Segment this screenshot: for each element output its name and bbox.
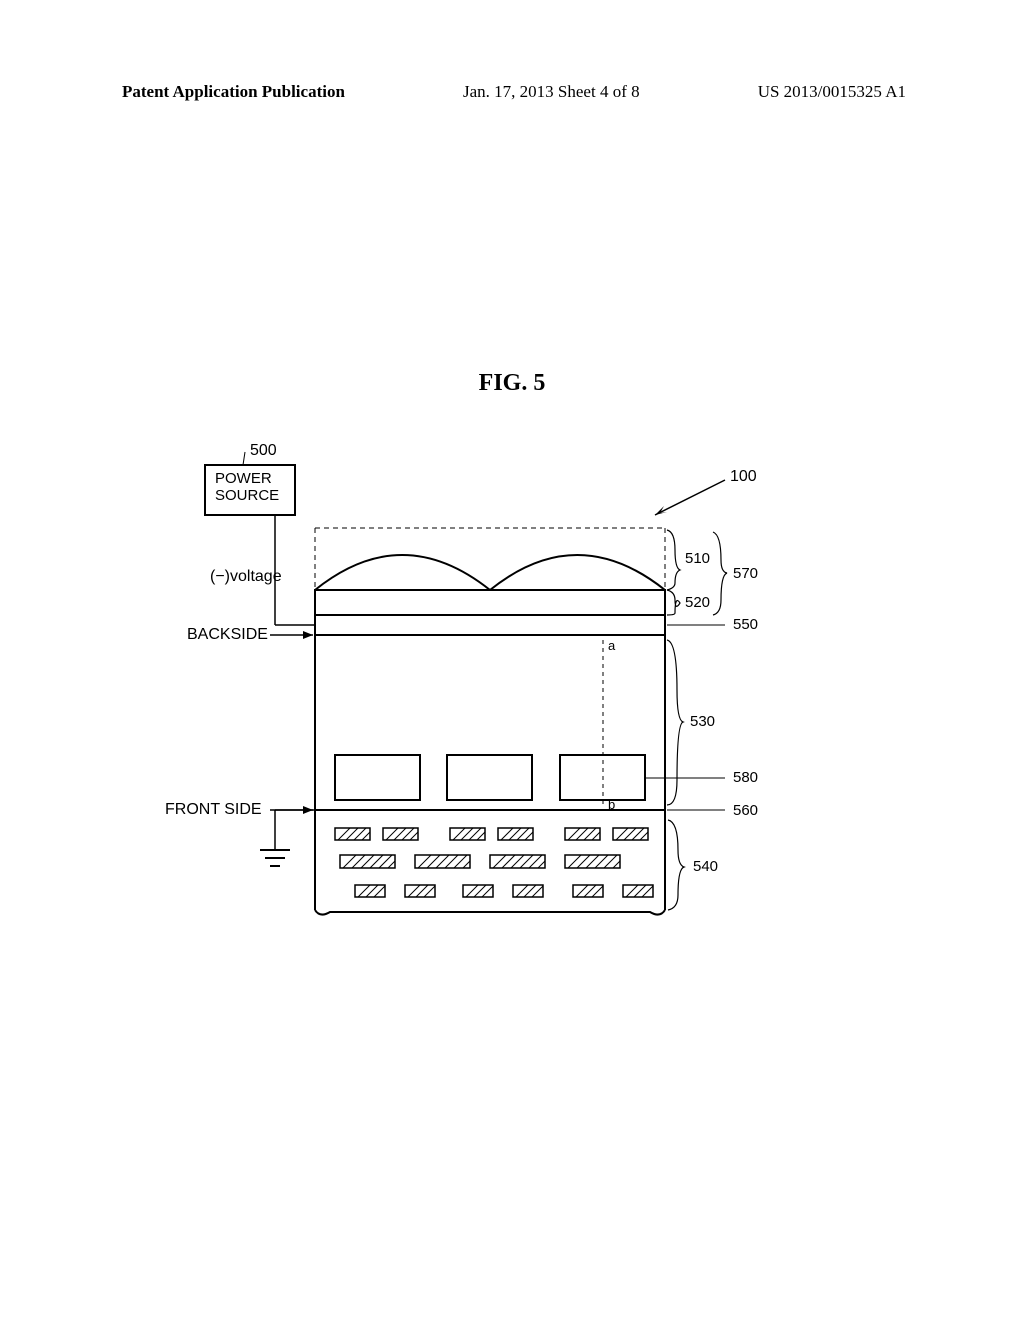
frontside-label: FRONT SIDE bbox=[165, 801, 262, 819]
ref-560: 560 bbox=[733, 802, 758, 819]
ref-550: 550 bbox=[733, 616, 758, 633]
figure-title: FIG. 5 bbox=[0, 370, 1024, 397]
page-header: Patent Application Publication Jan. 17, … bbox=[0, 82, 1024, 102]
power-source-label: POWER SOURCE bbox=[215, 470, 279, 505]
ref-500: 500 bbox=[250, 442, 277, 460]
header-center: Jan. 17, 2013 Sheet 4 of 8 bbox=[463, 82, 640, 102]
ref-580: 580 bbox=[733, 769, 758, 786]
voltage-label: (−)voltage bbox=[210, 568, 282, 586]
header-right: US 2013/0015325 A1 bbox=[758, 82, 906, 102]
figure-diagram: POWER SOURCE 500 100 (−)voltage BACKSIDE… bbox=[165, 450, 845, 970]
ref-570: 570 bbox=[733, 565, 758, 582]
mark-b: b bbox=[608, 797, 615, 812]
ref-530: 530 bbox=[690, 713, 715, 730]
ref-520: 520 bbox=[685, 594, 710, 611]
ref-510: 510 bbox=[685, 550, 710, 567]
ref-100: 100 bbox=[730, 468, 757, 486]
ref-540: 540 bbox=[693, 858, 718, 875]
diagram-svg bbox=[165, 450, 845, 970]
backside-label: BACKSIDE bbox=[187, 626, 268, 644]
header-left: Patent Application Publication bbox=[122, 82, 345, 102]
mark-a: a bbox=[608, 638, 615, 653]
